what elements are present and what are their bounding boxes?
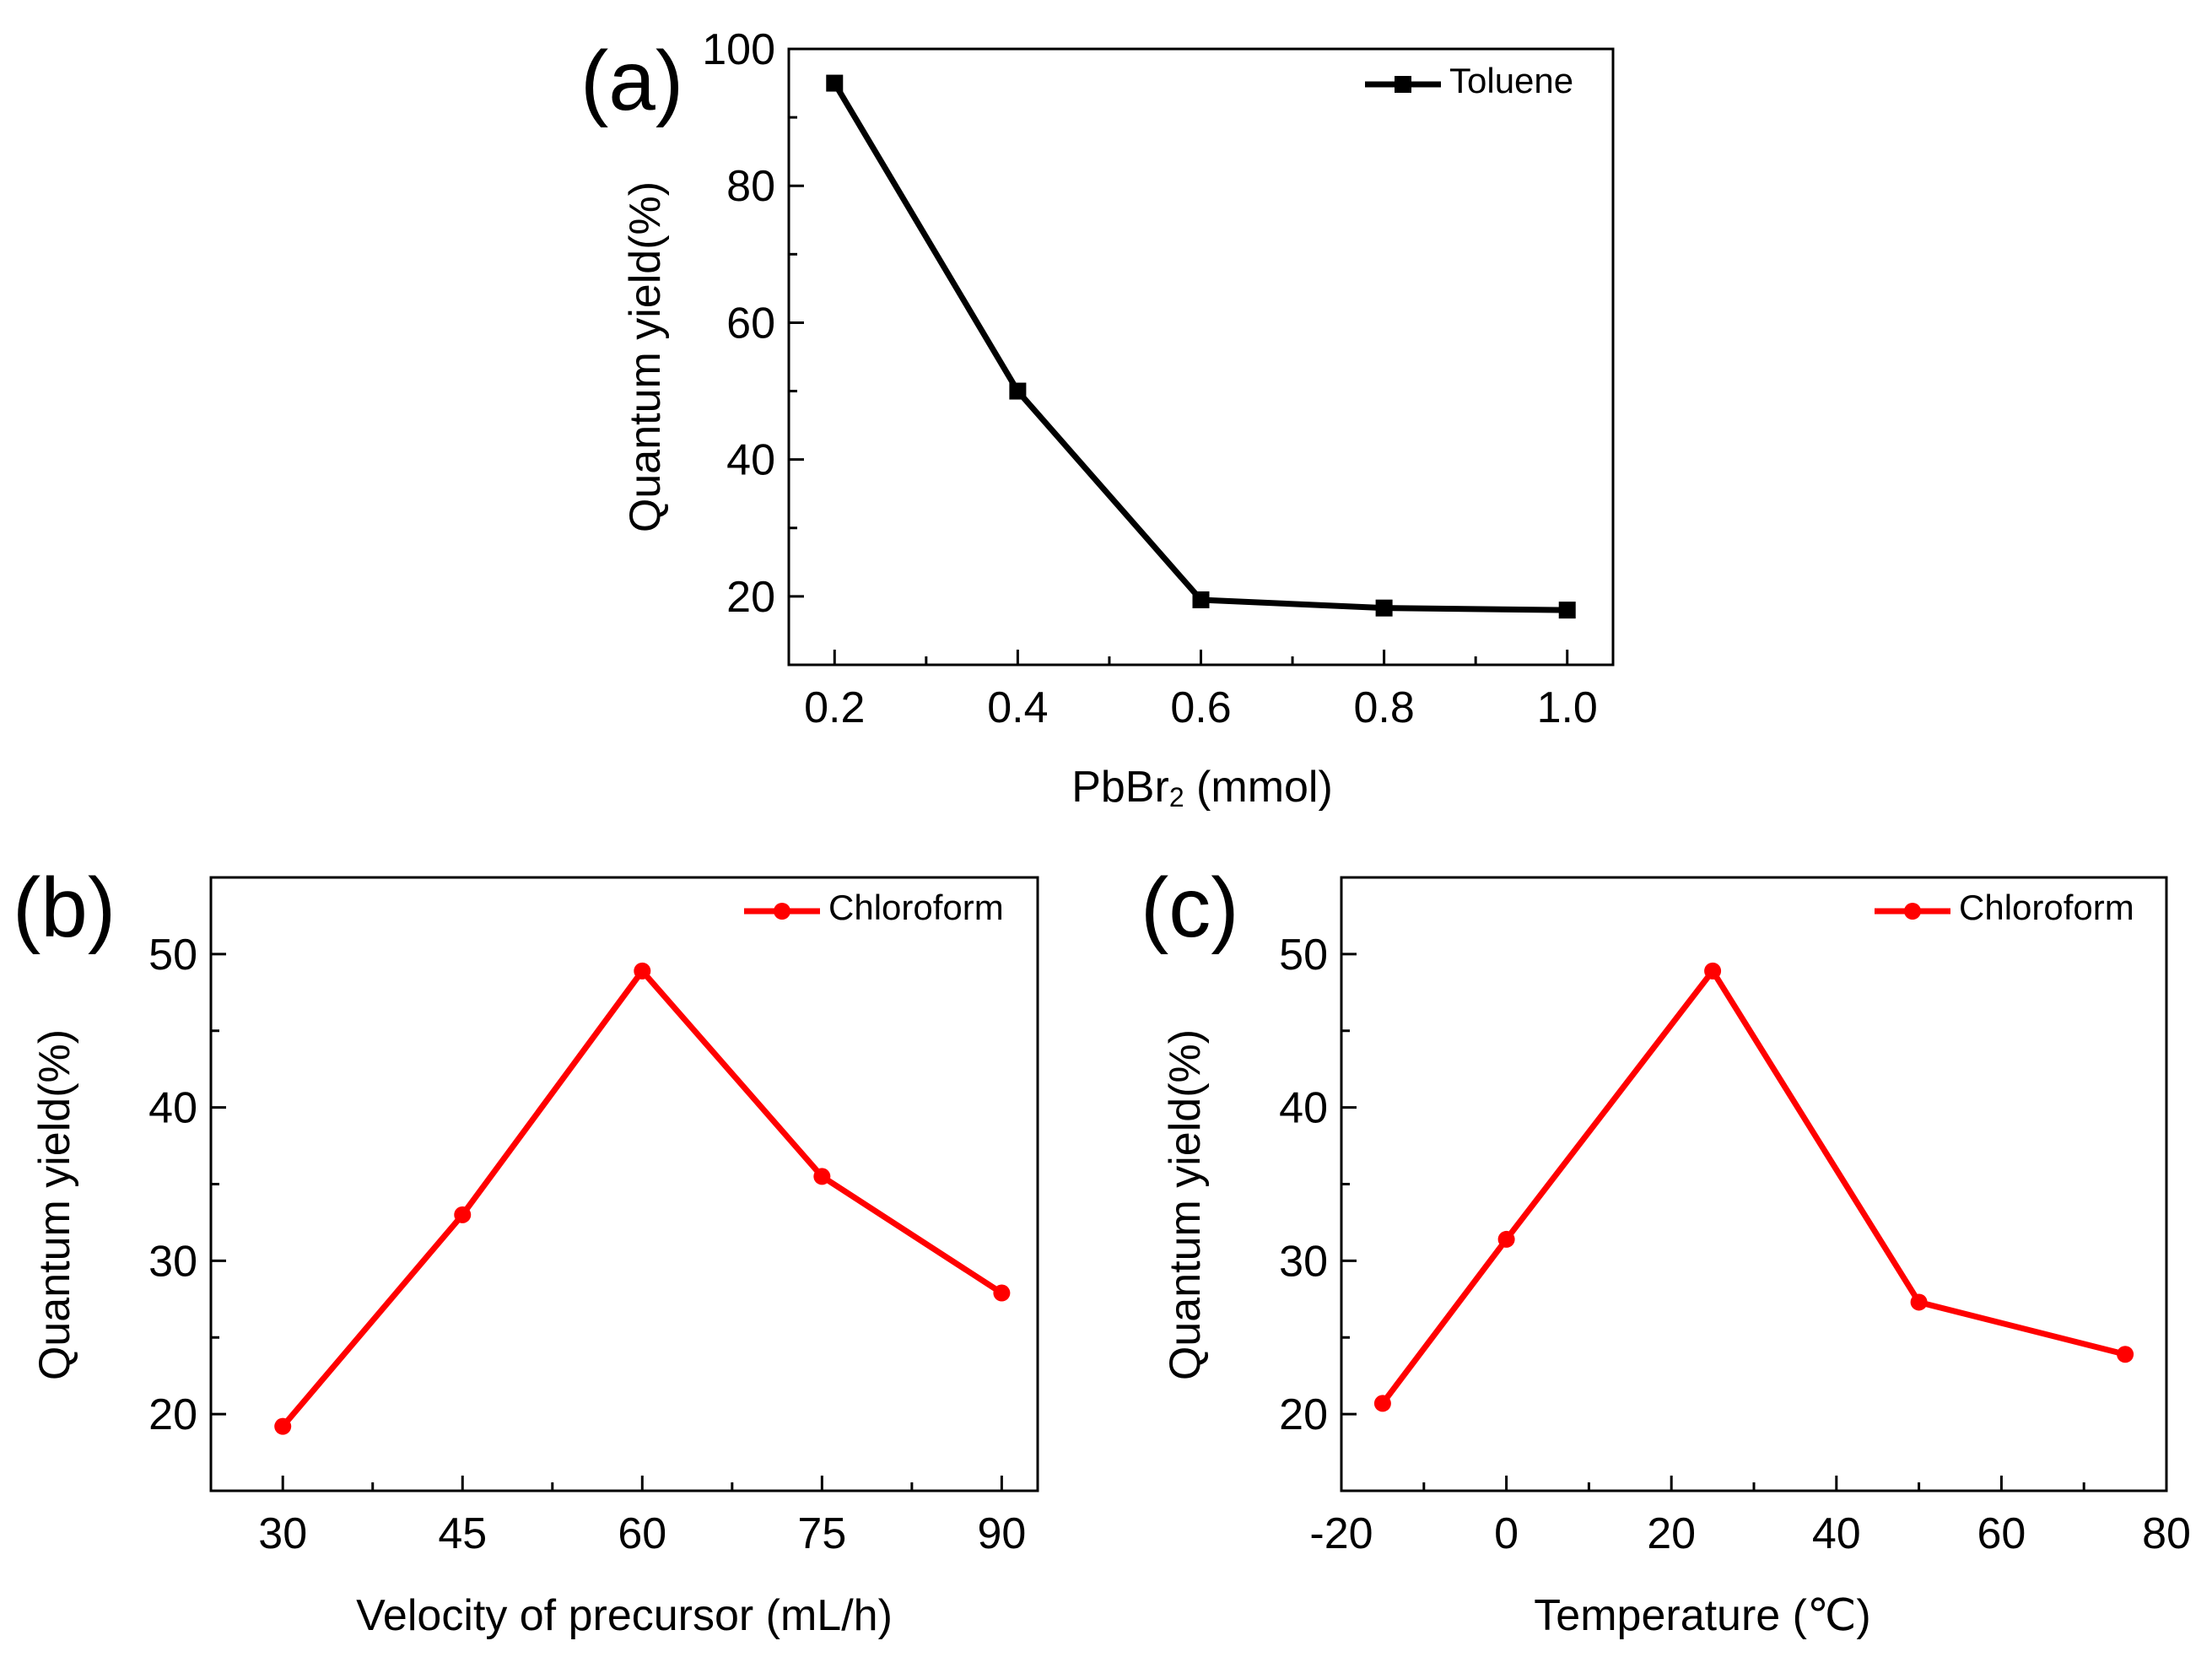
axis-ticks-b: 30 45 60 75 90 20 30 40 50 xyxy=(148,931,1026,1558)
x-axis-label-c: Temperature (℃) xyxy=(1534,1591,1870,1640)
data-point xyxy=(2117,1346,2134,1363)
legend-marker xyxy=(1395,76,1411,93)
y-tick-label: 80 xyxy=(726,162,775,211)
x-tick-label: 0.6 xyxy=(1170,683,1231,732)
data-marks-a xyxy=(826,74,1576,619)
legend-label-c: Chloroform xyxy=(1959,888,2134,927)
x-tick-label: 60 xyxy=(1977,1509,2026,1558)
y-tick-label: 40 xyxy=(1279,1084,1328,1133)
y-tick-label: 40 xyxy=(726,436,775,485)
data-point xyxy=(813,1168,831,1185)
x-tick-label: 45 xyxy=(438,1509,487,1558)
series-line xyxy=(1380,968,2126,1406)
x-tick-label: 1.0 xyxy=(1537,683,1598,732)
x-axis-label-a: PbBr2 (mmol) xyxy=(1071,763,1333,812)
x-tick-label: 80 xyxy=(2142,1509,2191,1558)
x-tick-label: 0 xyxy=(1494,1509,1519,1558)
data-marks-c xyxy=(1373,962,2134,1412)
y-tick-label: 50 xyxy=(148,931,197,980)
y-tick-label: 20 xyxy=(726,573,775,622)
y-tick-label: 100 xyxy=(702,25,775,74)
plot-frame-b xyxy=(209,876,1039,1492)
x-tick-label: -20 xyxy=(1309,1509,1373,1558)
y-axis-label-c: Quantum yield(%) xyxy=(1161,1029,1210,1380)
data-point xyxy=(1497,1230,1515,1248)
x-tick-label: 0.4 xyxy=(987,683,1048,732)
legend-label-b: Chloroform xyxy=(828,888,1004,927)
legend-marker xyxy=(774,903,790,920)
data-point xyxy=(634,962,651,980)
x-tick-label: 20 xyxy=(1647,1509,1696,1558)
data-point xyxy=(1704,962,1722,980)
panel-c: (c) -20 0 20 40 60 80 20 30 40 50 Chloroform Quan… xyxy=(1141,861,2191,1640)
x-tick-label: 75 xyxy=(797,1509,846,1558)
x-tick-label: 30 xyxy=(258,1509,307,1558)
data-point xyxy=(826,74,844,92)
x-axis-label-rest-a: (mmol) xyxy=(1184,763,1333,812)
data-marks-b xyxy=(274,962,1011,1435)
data-point xyxy=(1009,382,1027,400)
data-point xyxy=(454,1206,472,1223)
panel-a: (a) 0.2 0.4 0.6 0.8 1.0 20 40 60 80 100 Toluene Q… xyxy=(580,25,1615,812)
y-tick-label: 20 xyxy=(1279,1390,1328,1439)
x-tick-label: 40 xyxy=(1812,1509,1861,1558)
panel-b: (b) 30 45 60 75 90 20 30 40 50 Chloroform Quantu… xyxy=(13,861,1039,1640)
data-point xyxy=(274,1417,292,1435)
axis-ticks-a: 0.2 0.4 0.6 0.8 1.0 20 40 60 80 100 xyxy=(702,25,1598,732)
y-axis-label-a: Quantum yield(%) xyxy=(621,181,670,532)
y-tick-label: 30 xyxy=(1279,1237,1328,1286)
y-axis-label-b: Quantum yield(%) xyxy=(30,1029,79,1380)
legend-marker xyxy=(1904,903,1921,920)
x-axis-label-subscript-a: 2 xyxy=(1169,782,1184,812)
panel-label-b: (b) xyxy=(13,861,116,955)
legend-c: Chloroform xyxy=(1875,888,2134,927)
plot-frame-c xyxy=(1340,876,2168,1492)
data-point xyxy=(1375,599,1393,617)
y-tick-label: 60 xyxy=(726,299,775,348)
x-tick-label: 0.8 xyxy=(1353,683,1414,732)
plot-frame-a xyxy=(787,47,1615,667)
legend-label-a: Toluene xyxy=(1449,61,1573,100)
legend-b: Chloroform xyxy=(744,888,1004,927)
panel-label-c: (c) xyxy=(1141,861,1239,955)
data-point xyxy=(1558,602,1576,619)
y-tick-label: 20 xyxy=(148,1390,197,1439)
x-tick-label: 0.2 xyxy=(804,683,865,732)
y-tick-label: 40 xyxy=(148,1084,197,1133)
data-point xyxy=(1373,1395,1391,1412)
x-axis-label-main-a: PbBr xyxy=(1071,763,1169,812)
panel-label-a: (a) xyxy=(580,34,683,128)
x-tick-label: 90 xyxy=(977,1509,1026,1558)
series-line xyxy=(832,81,1567,613)
legend-a: Toluene xyxy=(1365,61,1573,100)
data-point xyxy=(993,1284,1011,1302)
data-point xyxy=(1192,591,1210,608)
x-axis-label-b: Velocity of precursor (mL/h) xyxy=(356,1591,893,1640)
y-tick-label: 50 xyxy=(1279,931,1328,980)
x-tick-label: 60 xyxy=(618,1509,666,1558)
y-tick-label: 30 xyxy=(148,1237,197,1286)
data-point xyxy=(1910,1293,1928,1311)
series-line xyxy=(280,968,1004,1428)
axis-ticks-c: -20 0 20 40 60 80 20 30 40 50 xyxy=(1279,931,2191,1558)
